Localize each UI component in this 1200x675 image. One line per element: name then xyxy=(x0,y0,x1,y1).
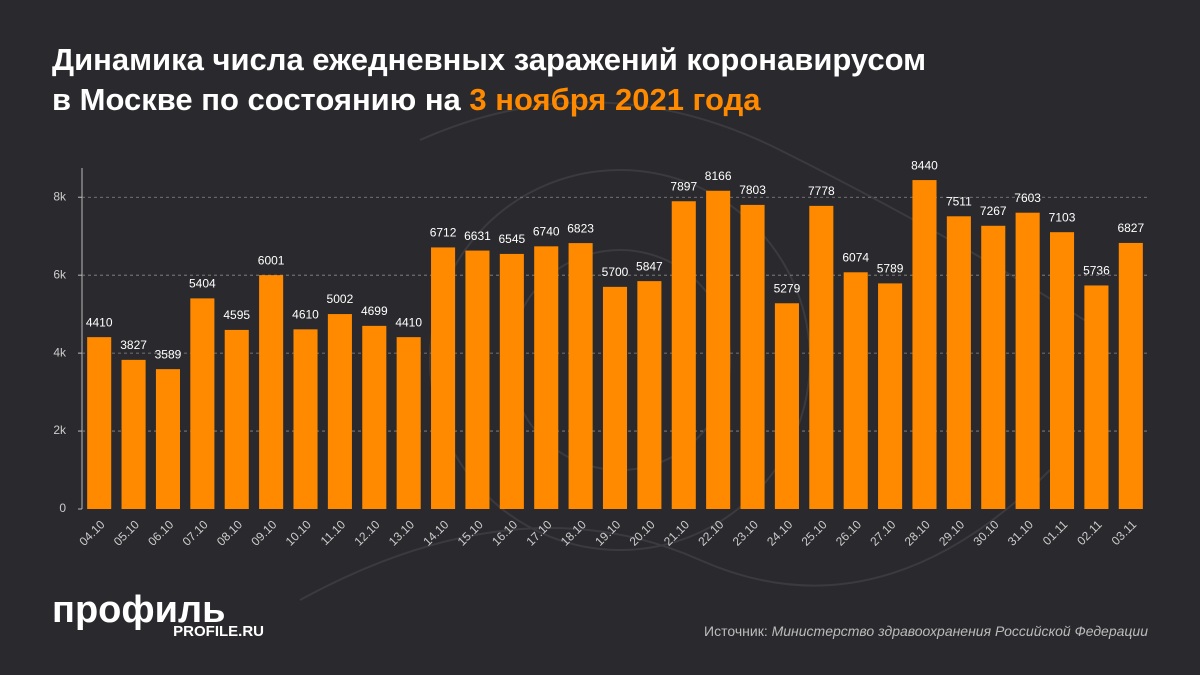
bar xyxy=(981,225,1006,510)
data-label: 6001 xyxy=(258,253,285,267)
y-tick-label: 0 xyxy=(59,501,66,515)
data-label: 5002 xyxy=(327,292,354,306)
data-label: 5789 xyxy=(877,262,904,276)
data-label: 7897 xyxy=(670,179,697,193)
bar xyxy=(327,314,352,509)
y-tick-label: 6k xyxy=(53,267,67,281)
bar xyxy=(534,246,559,509)
title-line: в Москве по состоянию на xyxy=(52,82,469,117)
data-label: 3589 xyxy=(155,347,182,361)
data-label: 4410 xyxy=(86,315,113,329)
bar xyxy=(602,286,628,509)
bar xyxy=(362,325,387,509)
bar xyxy=(637,281,662,509)
bar xyxy=(1118,242,1143,509)
bar xyxy=(912,180,937,509)
bar xyxy=(774,303,799,509)
data-label: 6545 xyxy=(498,232,525,246)
bar xyxy=(843,272,868,509)
y-tick-label: 4k xyxy=(53,345,67,359)
y-tick-label: 8k xyxy=(53,189,67,203)
data-label: 6712 xyxy=(430,226,457,240)
data-label: 4595 xyxy=(223,308,250,322)
bar xyxy=(87,337,112,509)
bar xyxy=(499,253,524,509)
data-label: 7103 xyxy=(1049,210,1076,224)
source-label: Источник: xyxy=(704,623,768,639)
bar xyxy=(568,243,593,509)
data-label: 7778 xyxy=(808,184,835,198)
data-label: 5847 xyxy=(636,259,663,273)
data-label: 7267 xyxy=(980,204,1007,218)
bar xyxy=(224,329,249,509)
data-label: 5736 xyxy=(1083,264,1110,278)
y-tick-label: 2k xyxy=(53,423,67,437)
data-label: 5404 xyxy=(189,277,216,291)
title-highlight: 3 ноября 2021 года xyxy=(469,82,761,117)
data-label: 6823 xyxy=(567,221,594,235)
bar xyxy=(1084,285,1109,509)
data-label: 4410 xyxy=(395,315,422,329)
data-label: 8166 xyxy=(705,169,732,183)
bar xyxy=(155,369,181,509)
data-label: 7511 xyxy=(946,194,972,208)
bar xyxy=(878,283,903,509)
data-label: 6074 xyxy=(842,250,869,264)
title-line: Динамика числа ежедневных заражений коро… xyxy=(52,42,926,77)
bar xyxy=(465,250,490,510)
bar xyxy=(706,190,731,509)
data-label: 4699 xyxy=(361,304,388,318)
bar xyxy=(809,205,834,509)
bar xyxy=(121,359,146,509)
data-label: 8440 xyxy=(911,158,938,172)
bar xyxy=(740,204,765,509)
bar xyxy=(671,201,696,510)
data-label: 4610 xyxy=(292,308,319,322)
source-text: Министерство здравоохранения Российской … xyxy=(772,623,1149,639)
chart-title: Динамика числа ежедневных заражений коро… xyxy=(52,42,926,117)
logo-url: PROFILE.RU xyxy=(173,623,264,640)
bar xyxy=(431,247,456,509)
data-label: 7603 xyxy=(1014,191,1041,205)
bar xyxy=(1049,232,1075,509)
bar xyxy=(946,216,971,510)
data-label: 7803 xyxy=(739,183,766,197)
bar xyxy=(396,337,421,509)
data-label: 6740 xyxy=(533,225,560,239)
data-label: 5700 xyxy=(602,265,629,279)
data-label: 6827 xyxy=(1117,221,1144,235)
bar xyxy=(190,298,215,509)
data-label: 3827 xyxy=(120,338,147,352)
bar xyxy=(293,329,318,509)
bar xyxy=(259,275,284,509)
source: Источник: Министерство здравоохранения Р… xyxy=(704,623,1148,639)
bar xyxy=(1015,212,1040,509)
data-label: 6631 xyxy=(464,229,491,243)
data-label: 5279 xyxy=(774,281,801,295)
logo: профиль xyxy=(52,589,226,631)
